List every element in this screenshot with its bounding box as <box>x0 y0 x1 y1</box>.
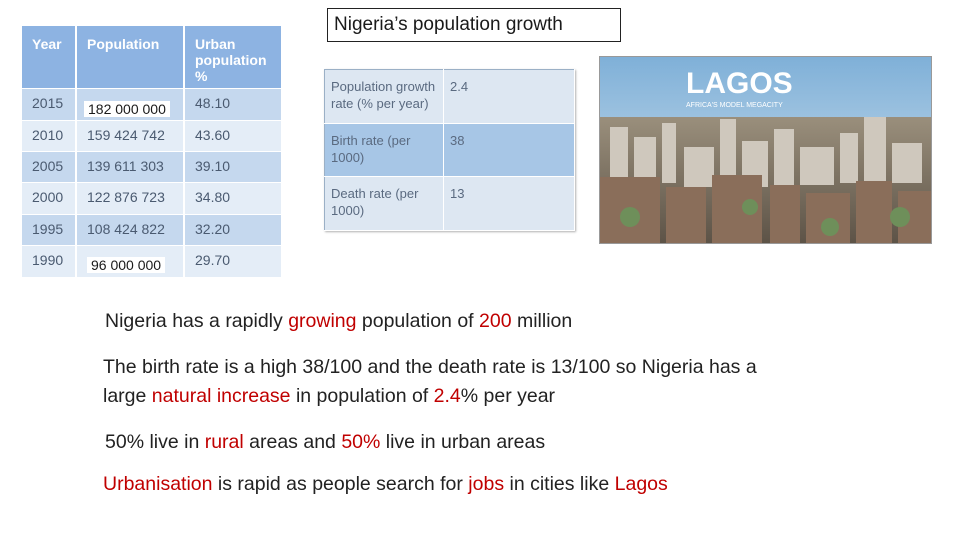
cell-population: 159 424 742 <box>76 119 185 152</box>
photo-subheading: AFRICA'S MODEL MEGACITY <box>686 102 783 109</box>
bullet-birth-rate: The birth rate is a high 38/100 and the … <box>103 356 757 407</box>
bullet-population: Nigeria has a rapidly growing population… <box>105 310 573 332</box>
rate-label: Birth rate (per 1000) <box>324 123 444 178</box>
cell-year: 2015 <box>22 88 77 121</box>
table-row: Death rate (per 1000) 13 <box>324 176 575 231</box>
cell-urban: 43.60 <box>184 119 283 152</box>
lagos-city-photo: LAGOS AFRICA'S MODEL MEGACITY <box>599 56 932 244</box>
rates-table: Population growth rate (% per year) 2.4 … <box>324 69 575 231</box>
cell-urban: 39.10 <box>184 150 283 183</box>
cell-urban: 34.80 <box>184 182 283 215</box>
rate-value: 13 <box>443 176 575 231</box>
cell-urban: 29.70 <box>184 245 283 277</box>
cell-population: 122 876 723 <box>76 182 185 215</box>
bullet-urbanisation: Urbanisation is rapid as people search f… <box>103 473 668 495</box>
cell-urban: 32.20 <box>184 213 283 246</box>
cell-year: 1995 <box>22 213 77 246</box>
cell-urban: 48.10 <box>184 88 283 121</box>
table-row: 2005 139 611 303 39.10 <box>22 150 283 183</box>
population-table: Year Population Urban population % 2015 … <box>22 26 283 277</box>
cell-year: 2000 <box>22 182 77 215</box>
table-row: 1995 108 424 822 32.20 <box>22 213 283 246</box>
rate-value: 38 <box>443 123 575 178</box>
population-1990-overlay: 96 000 000 <box>87 257 166 273</box>
table-row: Population growth rate (% per year) 2.4 <box>324 69 575 124</box>
population-2015-overlay: 182 000 000 <box>84 101 170 117</box>
cell-population: 139 611 303 <box>76 150 185 183</box>
table-row: 2000 122 876 723 34.80 <box>22 182 283 215</box>
table-row: Birth rate (per 1000) 38 <box>324 123 575 178</box>
bullet-rural-urban: 50% live in rural areas and 50% live in … <box>105 431 546 453</box>
rate-value: 2.4 <box>443 69 575 124</box>
cell-year: 1990 <box>22 245 77 277</box>
cell-year: 2005 <box>22 150 77 183</box>
slide-title: Nigeria’s population growth <box>327 8 621 42</box>
table-row: 2010 159 424 742 43.60 <box>22 119 283 152</box>
population-table-header: Year Population Urban population % <box>22 26 283 89</box>
cell-population: 108 424 822 <box>76 213 185 246</box>
header-population: Population <box>76 26 185 89</box>
rate-label: Population growth rate (% per year) <box>324 69 444 124</box>
photo-heading: LAGOS <box>686 67 793 100</box>
rate-label: Death rate (per 1000) <box>324 176 444 231</box>
header-urban: Urban population % <box>184 26 283 89</box>
cell-year: 2010 <box>22 119 77 152</box>
header-year: Year <box>22 26 77 89</box>
slide-title-text: Nigeria’s population growth <box>334 14 563 35</box>
